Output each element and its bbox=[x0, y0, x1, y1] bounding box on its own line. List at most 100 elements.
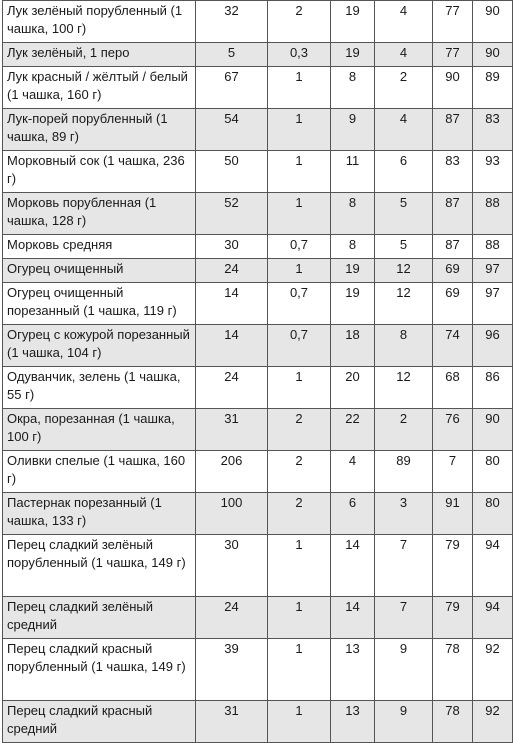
value-cell-1: 31 bbox=[195, 700, 268, 743]
table-row: Лук зелёный, 1 перо 5 0,3 19 4 77 90 bbox=[2, 42, 513, 67]
value-cell-1: 67 bbox=[195, 66, 268, 109]
value-cell-4: 7 bbox=[374, 534, 433, 597]
value-cell-4: 7 bbox=[374, 596, 433, 639]
value-cell-2: 1 bbox=[267, 258, 331, 283]
value-cell-5: 74 bbox=[432, 324, 473, 367]
food-name-cell: Морковь средняя bbox=[2, 234, 196, 259]
value-cell-1: 30 bbox=[195, 534, 268, 597]
value-cell-2: 1 bbox=[267, 638, 331, 701]
value-cell-1: 24 bbox=[195, 596, 268, 639]
value-cell-4: 9 bbox=[374, 638, 433, 701]
table-row: Лук-порей порубленный (1 чашка, 89 г) 54 1… bbox=[2, 108, 513, 151]
food-name-cell: Огурец очищенный bbox=[2, 258, 196, 283]
value-cell-3: 8 bbox=[330, 66, 375, 109]
value-cell-5: 76 bbox=[432, 408, 473, 451]
value-cell-1: 50 bbox=[195, 150, 268, 193]
value-cell-1: 32 bbox=[195, 0, 268, 43]
table-row: Морковь порубленная (1 чашка, 128 г) 52 1 8… bbox=[2, 192, 513, 235]
value-cell-3: 19 bbox=[330, 282, 375, 325]
value-cell-4: 4 bbox=[374, 108, 433, 151]
table-row: Пастернак порезанный (1 чашка, 133 г) 100… bbox=[2, 492, 513, 535]
value-cell-2: 1 bbox=[267, 366, 331, 409]
value-cell-1: 39 bbox=[195, 638, 268, 701]
value-cell-3: 13 bbox=[330, 700, 375, 743]
value-cell-1: 30 bbox=[195, 234, 268, 259]
value-cell-4: 12 bbox=[374, 258, 433, 283]
table-row: Одуванчик, зелень (1 чашка, 55 г) 24 1 20 12… bbox=[2, 366, 513, 409]
value-cell-4: 5 bbox=[374, 192, 433, 235]
value-cell-3: 8 bbox=[330, 234, 375, 259]
value-cell-4: 9 bbox=[374, 700, 433, 743]
food-name-cell: Морковь порубленная (1 чашка, 128 г) bbox=[2, 192, 196, 235]
value-cell-1: 100 bbox=[195, 492, 268, 535]
table-row: Огурец очищенный порезанный (1 чашка, 11… bbox=[2, 282, 513, 325]
food-name-cell: Оливки спелые (1 чашка, 160 г) bbox=[2, 450, 196, 493]
table-row: Окра, порезанная (1 чашка, 100 г) 31 2 22 2 7… bbox=[2, 408, 513, 451]
value-cell-3: 19 bbox=[330, 42, 375, 67]
value-cell-1: 14 bbox=[195, 282, 268, 325]
table-row: Оливки спелые (1 чашка, 160 г) 206 2 4 89 7 80 bbox=[2, 450, 513, 493]
value-cell-1: 24 bbox=[195, 258, 268, 283]
value-cell-3: 13 bbox=[330, 638, 375, 701]
table-row: Морковь средняя 30 0,7 8 5 87 88 bbox=[2, 234, 513, 259]
food-name-cell: Перец сладкий красный порубленный (1 чаш… bbox=[2, 638, 196, 701]
value-cell-6: 92 bbox=[472, 700, 513, 743]
value-cell-2: 2 bbox=[267, 450, 331, 493]
food-name-cell: Лук зелёный, 1 перо bbox=[2, 42, 196, 67]
value-cell-4: 6 bbox=[374, 150, 433, 193]
value-cell-4: 89 bbox=[374, 450, 433, 493]
table-row: Перец сладкий зелёный порубленный (1 чаш… bbox=[2, 534, 513, 597]
value-cell-2: 1 bbox=[267, 534, 331, 597]
value-cell-3: 14 bbox=[330, 534, 375, 597]
value-cell-3: 11 bbox=[330, 150, 375, 193]
value-cell-6: 94 bbox=[472, 534, 513, 597]
value-cell-6: 90 bbox=[472, 42, 513, 67]
value-cell-2: 1 bbox=[267, 700, 331, 743]
value-cell-2: 0,3 bbox=[267, 42, 331, 67]
value-cell-4: 4 bbox=[374, 42, 433, 67]
value-cell-6: 97 bbox=[472, 258, 513, 283]
value-cell-6: 90 bbox=[472, 0, 513, 43]
value-cell-2: 0,7 bbox=[267, 234, 331, 259]
value-cell-3: 8 bbox=[330, 192, 375, 235]
food-name-cell: Окра, порезанная (1 чашка, 100 г) bbox=[2, 408, 196, 451]
value-cell-3: 9 bbox=[330, 108, 375, 151]
value-cell-2: 1 bbox=[267, 108, 331, 151]
value-cell-5: 77 bbox=[432, 42, 473, 67]
value-cell-6: 93 bbox=[472, 150, 513, 193]
value-cell-1: 14 bbox=[195, 324, 268, 367]
food-name-cell: Огурец с кожурой порезанный (1 чашка, 10… bbox=[2, 324, 196, 367]
value-cell-4: 12 bbox=[374, 366, 433, 409]
food-name-cell: Пастернак порезанный (1 чашка, 133 г) bbox=[2, 492, 196, 535]
value-cell-5: 79 bbox=[432, 534, 473, 597]
food-name-cell: Морковный сок (1 чашка, 236 г) bbox=[2, 150, 196, 193]
value-cell-6: 80 bbox=[472, 492, 513, 535]
value-cell-5: 68 bbox=[432, 366, 473, 409]
value-cell-3: 20 bbox=[330, 366, 375, 409]
value-cell-3: 18 bbox=[330, 324, 375, 367]
value-cell-4: 3 bbox=[374, 492, 433, 535]
value-cell-5: 78 bbox=[432, 700, 473, 743]
value-cell-2: 2 bbox=[267, 492, 331, 535]
value-cell-6: 96 bbox=[472, 324, 513, 367]
value-cell-3: 19 bbox=[330, 258, 375, 283]
food-name-cell: Лук красный / жёлтый / белый (1 чашка, 1… bbox=[2, 66, 196, 109]
value-cell-3: 22 bbox=[330, 408, 375, 451]
value-cell-2: 0,7 bbox=[267, 282, 331, 325]
value-cell-6: 89 bbox=[472, 66, 513, 109]
food-name-cell: Перец сладкий красный средний bbox=[2, 700, 196, 743]
value-cell-5: 79 bbox=[432, 596, 473, 639]
value-cell-6: 92 bbox=[472, 638, 513, 701]
value-cell-4: 5 bbox=[374, 234, 433, 259]
value-cell-5: 78 bbox=[432, 638, 473, 701]
value-cell-5: 77 bbox=[432, 0, 473, 43]
value-cell-5: 69 bbox=[432, 282, 473, 325]
value-cell-2: 2 bbox=[267, 408, 331, 451]
food-name-cell: Одуванчик, зелень (1 чашка, 55 г) bbox=[2, 366, 196, 409]
food-name-cell: Перец сладкий зелёный средний bbox=[2, 596, 196, 639]
value-cell-5: 7 bbox=[432, 450, 473, 493]
value-cell-1: 54 bbox=[195, 108, 268, 151]
value-cell-2: 0,7 bbox=[267, 324, 331, 367]
value-cell-5: 87 bbox=[432, 234, 473, 259]
food-name-cell: Лук-порей порубленный (1 чашка, 89 г) bbox=[2, 108, 196, 151]
